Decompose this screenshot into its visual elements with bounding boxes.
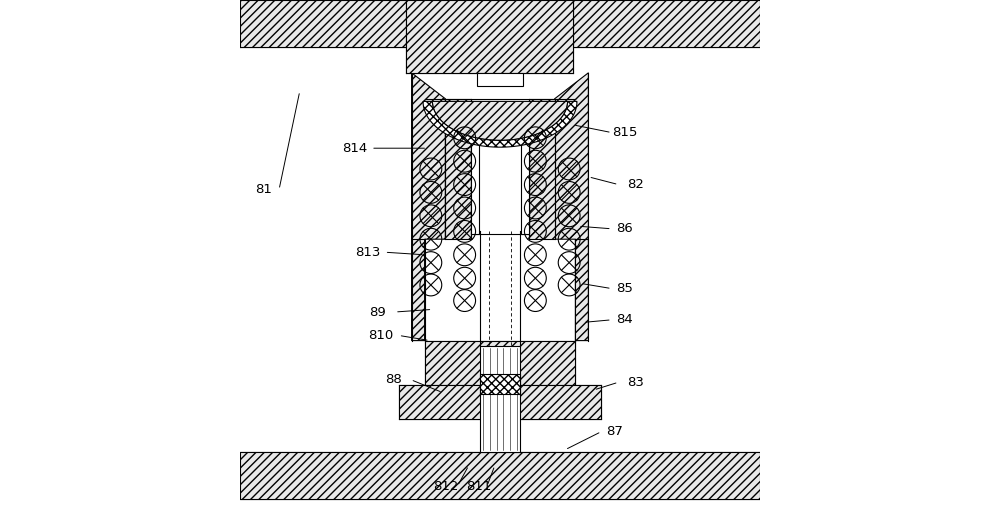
Text: 88: 88 (385, 373, 402, 386)
Text: 810: 810 (368, 329, 393, 342)
Bar (480, 374, 520, 394)
Text: 81: 81 (255, 184, 272, 197)
Text: 811: 811 (467, 480, 492, 493)
Bar (240, 452, 760, 499)
Bar (399, 385, 601, 419)
Bar (521, 122, 529, 234)
Text: 82: 82 (627, 178, 644, 191)
Bar (240, 0, 406, 47)
Text: 87: 87 (606, 425, 623, 438)
Bar (477, 73, 523, 86)
Text: 814: 814 (342, 142, 367, 155)
Text: 83: 83 (627, 376, 644, 389)
Bar (471, 122, 529, 234)
Bar (406, 0, 573, 73)
Bar (471, 122, 479, 234)
Bar (480, 346, 520, 452)
Bar (425, 341, 575, 385)
Text: 85: 85 (616, 282, 633, 295)
Polygon shape (555, 73, 588, 341)
Text: 812: 812 (433, 480, 458, 493)
Bar (573, 0, 760, 47)
Polygon shape (412, 73, 445, 341)
Polygon shape (445, 99, 471, 239)
Text: 89: 89 (369, 306, 386, 318)
Polygon shape (529, 99, 555, 239)
Polygon shape (432, 101, 568, 140)
Text: 813: 813 (355, 246, 380, 259)
Polygon shape (423, 101, 577, 147)
Text: 86: 86 (616, 223, 633, 236)
Text: 84: 84 (616, 313, 633, 327)
Text: 815: 815 (612, 126, 637, 139)
